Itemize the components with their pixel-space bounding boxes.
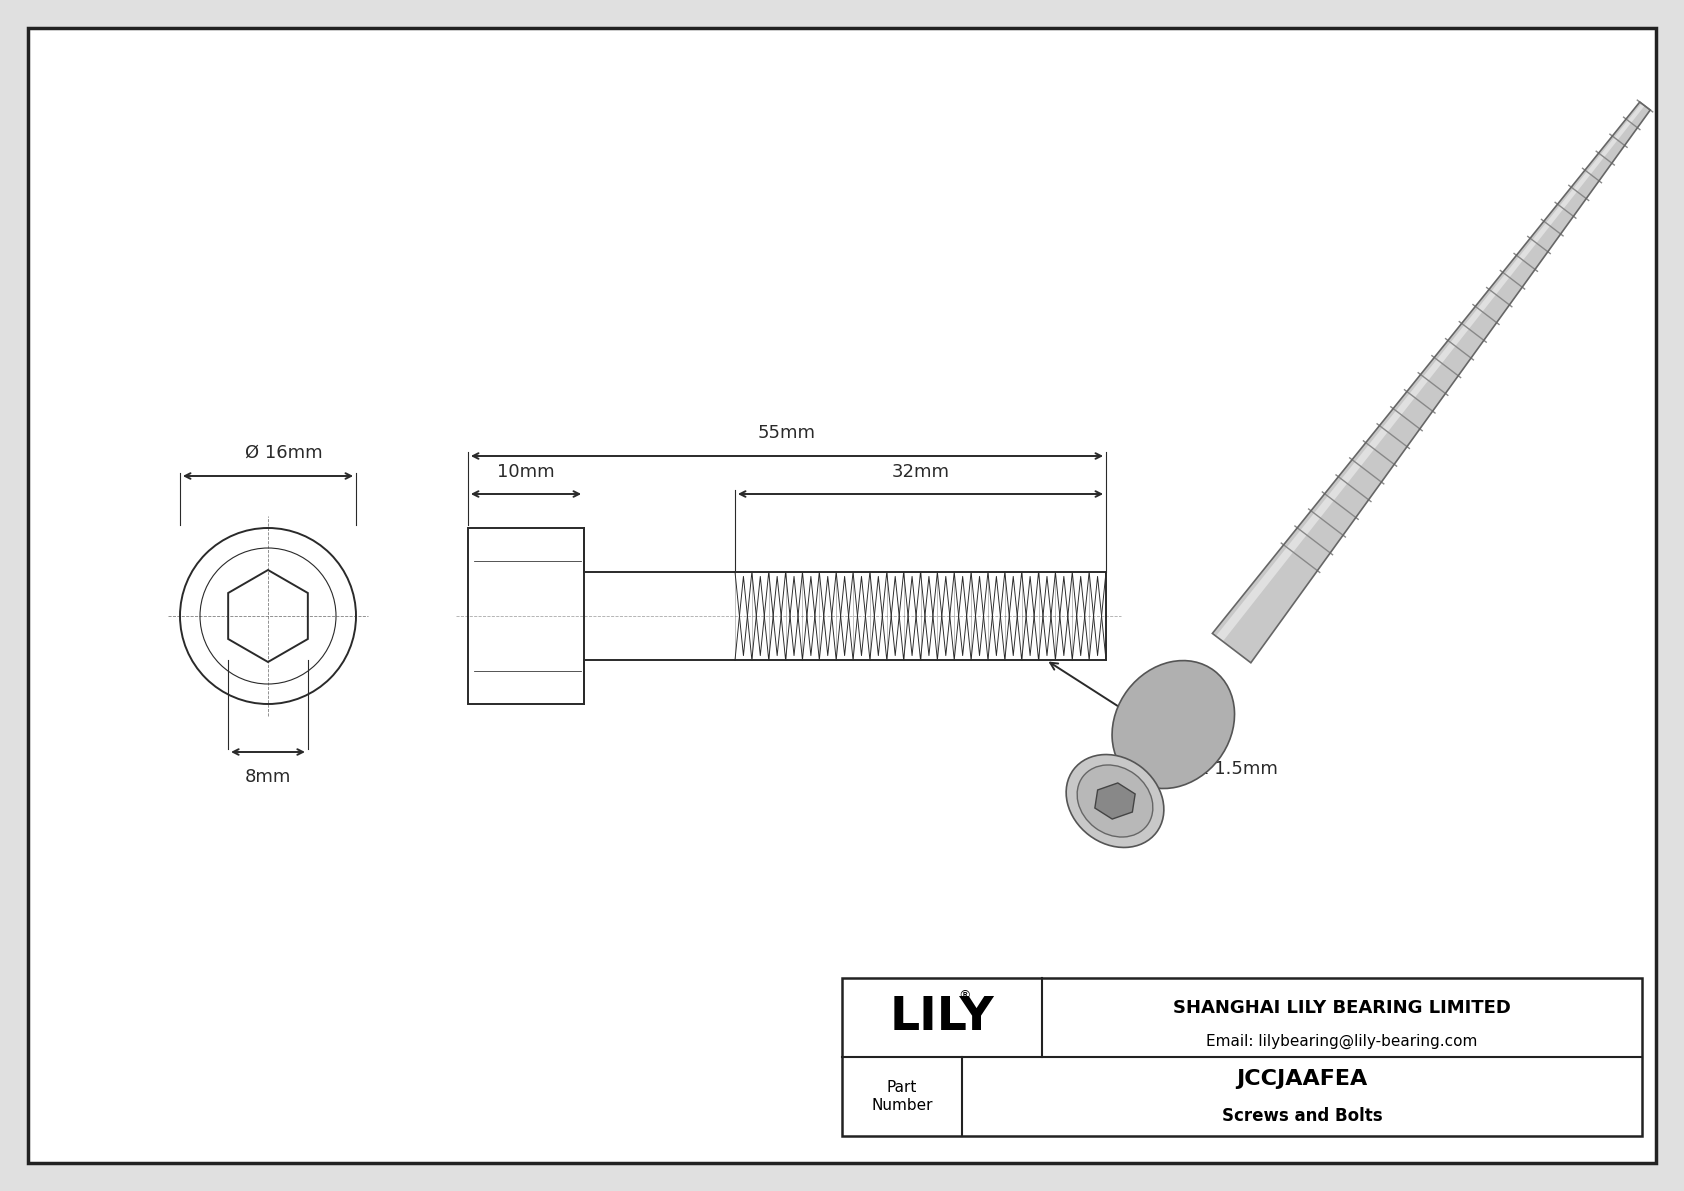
Text: JCCJAAFEA: JCCJAAFEA (1236, 1070, 1367, 1089)
Text: LILY: LILY (889, 994, 994, 1040)
Text: 55mm: 55mm (758, 424, 817, 442)
Text: Ø 16mm: Ø 16mm (246, 444, 323, 462)
Bar (468, 528, 584, 704)
Polygon shape (1212, 102, 1650, 662)
Polygon shape (1095, 782, 1135, 819)
Text: 8mm: 8mm (244, 768, 291, 786)
Text: M10 x 1.5mm: M10 x 1.5mm (1051, 662, 1278, 778)
Text: Email: lilybearing@lily-bearing.com: Email: lilybearing@lily-bearing.com (1206, 1034, 1477, 1049)
Text: Part
Number: Part Number (871, 1080, 933, 1112)
Ellipse shape (1078, 765, 1154, 837)
Text: 32mm: 32mm (891, 463, 950, 481)
Text: 10mm: 10mm (497, 463, 554, 481)
Ellipse shape (1066, 755, 1164, 848)
Bar (842, 978, 1642, 1136)
Ellipse shape (1111, 661, 1234, 788)
Text: ®: ® (958, 989, 972, 1002)
Polygon shape (1216, 104, 1645, 642)
Text: SHANGHAI LILY BEARING LIMITED: SHANGHAI LILY BEARING LIMITED (1174, 999, 1511, 1017)
Text: Screws and Bolts: Screws and Bolts (1221, 1108, 1383, 1125)
